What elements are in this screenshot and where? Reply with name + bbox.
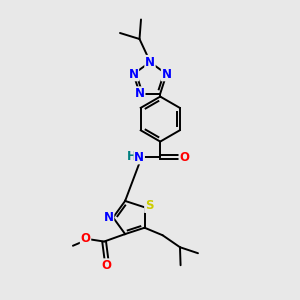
Text: N: N	[103, 211, 114, 224]
Text: O: O	[80, 232, 91, 245]
Text: N: N	[161, 68, 172, 81]
Text: O: O	[101, 259, 112, 272]
Text: H: H	[127, 150, 136, 163]
Text: N: N	[135, 87, 145, 100]
Text: O: O	[179, 151, 189, 164]
Text: N: N	[145, 56, 155, 69]
Text: S: S	[145, 199, 153, 212]
Text: N: N	[134, 151, 144, 164]
Text: N: N	[128, 68, 139, 81]
